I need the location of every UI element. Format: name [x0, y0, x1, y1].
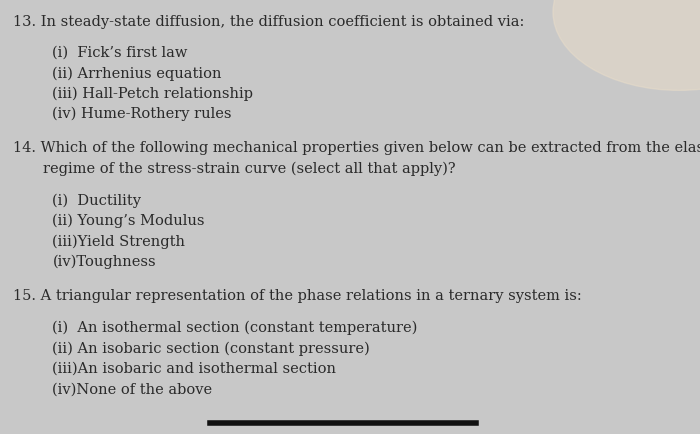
- Text: (i)  Fick’s first law: (i) Fick’s first law: [52, 46, 188, 59]
- Text: (ii) Young’s Modulus: (ii) Young’s Modulus: [52, 214, 205, 228]
- Circle shape: [553, 0, 700, 91]
- Text: 15. A triangular representation of the phase relations in a ternary system is:: 15. A triangular representation of the p…: [13, 289, 581, 302]
- Text: (iii)Yield Strength: (iii)Yield Strength: [52, 234, 186, 248]
- Text: (ii) Arrhenius equation: (ii) Arrhenius equation: [52, 66, 222, 80]
- Text: (iv) Hume-Rothery rules: (iv) Hume-Rothery rules: [52, 107, 232, 121]
- Text: (iv)Toughness: (iv)Toughness: [52, 254, 156, 269]
- Text: (iii)An isobaric and isothermal section: (iii)An isobaric and isothermal section: [52, 361, 337, 375]
- Text: regime of the stress-strain curve (select all that apply)?: regime of the stress-strain curve (selec…: [43, 161, 456, 176]
- Text: (iv)None of the above: (iv)None of the above: [52, 381, 213, 395]
- Text: (i)  Ductility: (i) Ductility: [52, 193, 141, 207]
- Text: 13. In steady-state diffusion, the diffusion coefficient is obtained via:: 13. In steady-state diffusion, the diffu…: [13, 15, 524, 29]
- Text: (iii) Hall-Petch relationship: (iii) Hall-Petch relationship: [52, 86, 253, 101]
- Text: (ii) An isobaric section (constant pressure): (ii) An isobaric section (constant press…: [52, 341, 370, 355]
- Text: (i)  An isothermal section (constant temperature): (i) An isothermal section (constant temp…: [52, 320, 418, 335]
- Text: 14. Which of the following mechanical properties given below can be extracted fr: 14. Which of the following mechanical pr…: [13, 141, 700, 155]
